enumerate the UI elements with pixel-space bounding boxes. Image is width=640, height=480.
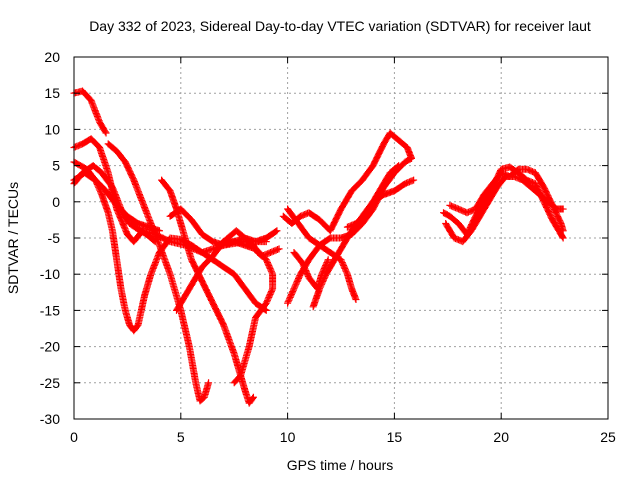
y-tick-label: 20 bbox=[44, 49, 60, 65]
y-tick-label: 10 bbox=[44, 121, 60, 137]
data-point-markers bbox=[104, 140, 213, 405]
data-point-markers bbox=[279, 129, 415, 235]
series-track-16 bbox=[343, 162, 403, 231]
y-tick-label: 5 bbox=[52, 158, 60, 174]
series-track-13 bbox=[279, 129, 415, 235]
y-tick-label: 15 bbox=[44, 85, 60, 101]
y-tick-label: -20 bbox=[40, 339, 60, 355]
y-tick-label: -15 bbox=[40, 302, 60, 318]
data-point-markers bbox=[290, 249, 332, 293]
series-track-14 bbox=[284, 205, 360, 304]
y-tick-label: 0 bbox=[52, 194, 60, 210]
series-track-7 bbox=[158, 176, 257, 407]
series-track-19 bbox=[446, 165, 567, 235]
y-tick-label: -10 bbox=[40, 266, 60, 282]
y-tick-label: -25 bbox=[40, 375, 60, 391]
series-track-6 bbox=[104, 140, 213, 405]
x-tick-label: 25 bbox=[600, 429, 616, 445]
data-point-markers bbox=[158, 176, 257, 407]
x-tick-label: 15 bbox=[387, 429, 403, 445]
y-tick-label: -30 bbox=[40, 411, 60, 427]
axis-ticks: 0 5 10 15 20 25 -30 -25 -20 -15 -10 -5 0 5 10 15 20 bbox=[40, 49, 616, 445]
data-point-markers bbox=[343, 162, 403, 231]
x-axis-title: GPS time / hours bbox=[287, 457, 394, 473]
x-tick-label: 0 bbox=[70, 429, 78, 445]
chart-title: Day 332 of 2023, Sidereal Day-to-day VTE… bbox=[89, 18, 591, 34]
y-tick-label: -5 bbox=[48, 230, 61, 246]
data-point-markers bbox=[284, 205, 360, 304]
data-point-markers bbox=[173, 238, 277, 387]
x-tick-label: 10 bbox=[280, 429, 296, 445]
data-points bbox=[70, 87, 567, 407]
series-track-15 bbox=[290, 249, 332, 293]
data-point-markers bbox=[215, 227, 283, 260]
x-tick-label: 5 bbox=[177, 429, 185, 445]
series-track-10 bbox=[215, 227, 283, 260]
data-point-markers bbox=[446, 165, 567, 235]
series-track-9 bbox=[173, 238, 277, 387]
y-axis-title: SDTVAR / TECUs bbox=[5, 182, 21, 294]
gridlines bbox=[74, 57, 608, 419]
x-tick-label: 20 bbox=[493, 429, 509, 445]
